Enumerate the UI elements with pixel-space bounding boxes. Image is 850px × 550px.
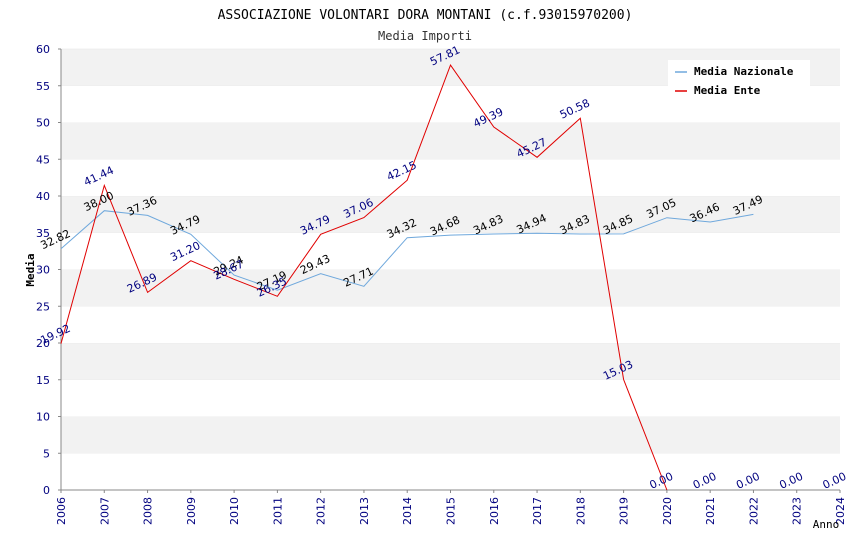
y-tick-labels: 0 5 10 15 20 25 30 35 40 45 50 55 60 — [36, 43, 61, 497]
x-tick-label: 2012 — [315, 497, 328, 525]
y-tick-label: 55 — [36, 80, 50, 93]
y-tick-label: 10 — [36, 411, 50, 424]
x-tick-label: 2020 — [661, 497, 674, 525]
grid-band — [61, 379, 840, 417]
series-line-media-ente — [60, 64, 668, 491]
chart-title: ASSOCIAZIONE VOLONTARI DORA MONTANI (c.f… — [218, 8, 633, 23]
grid-band — [61, 196, 840, 233]
y-tick-label: 25 — [36, 300, 50, 313]
grid-band — [61, 416, 840, 454]
x-tick-label: 2016 — [488, 497, 501, 525]
y-tick-label: 35 — [36, 227, 50, 240]
x-tick-labels: 2006 2007 2008 2009 2010 2011 2012 2013 2014 2015… — [55, 490, 847, 525]
grid-band — [61, 232, 840, 270]
x-tick-label: 2011 — [271, 497, 284, 525]
y-tick-label: 15 — [36, 374, 50, 387]
grid-band — [61, 343, 840, 380]
grid-band — [61, 269, 840, 307]
x-tick-label: 2009 — [185, 497, 198, 525]
y-tick-label: 50 — [36, 117, 50, 130]
y-tick-label: 20 — [36, 337, 50, 350]
x-tick-label: 2010 — [228, 497, 241, 525]
y-tick-label: 0 — [43, 484, 50, 497]
x-tick-label: 2007 — [98, 497, 111, 525]
grid-band — [61, 122, 840, 160]
y-tick-label: 30 — [36, 264, 50, 277]
x-tick-label: 2013 — [358, 497, 371, 525]
y-tick-label: 45 — [36, 153, 50, 166]
y-tick-label: 60 — [36, 43, 50, 56]
series-lines — [60, 64, 754, 491]
x-tick-label: 2019 — [618, 497, 631, 525]
chart-subtitle: Media Importi — [378, 29, 472, 43]
y-tick-label: 40 — [36, 190, 50, 203]
legend-label-media-nazionale: Media Nazionale — [694, 65, 794, 78]
grid-band — [61, 453, 840, 490]
x-axis-label: Anno — [813, 518, 840, 531]
series-line-media-nazionale — [60, 210, 754, 291]
x-tick-label: 2008 — [142, 497, 155, 525]
x-tick-label: 2024 — [834, 497, 847, 525]
legend: Media Nazionale Media Ente — [668, 60, 810, 100]
y-axis-label: Media — [24, 253, 37, 286]
x-tick-label: 2014 — [401, 497, 414, 525]
x-tick-label: 2023 — [791, 497, 804, 525]
legend-label-media-ente: Media Ente — [694, 84, 761, 97]
x-tick-label: 2015 — [445, 497, 458, 525]
x-tick-label: 2017 — [531, 497, 544, 525]
legend-box — [668, 60, 810, 100]
x-tick-label: 2021 — [704, 497, 717, 525]
x-tick-label: 2006 — [55, 497, 68, 525]
x-tick-label: 2018 — [574, 497, 587, 525]
grid-bands — [61, 48, 840, 490]
y-tick-label: 5 — [43, 447, 50, 460]
grid-band — [61, 306, 840, 343]
x-tick-label: 2022 — [747, 497, 760, 525]
grid-band — [61, 159, 840, 196]
